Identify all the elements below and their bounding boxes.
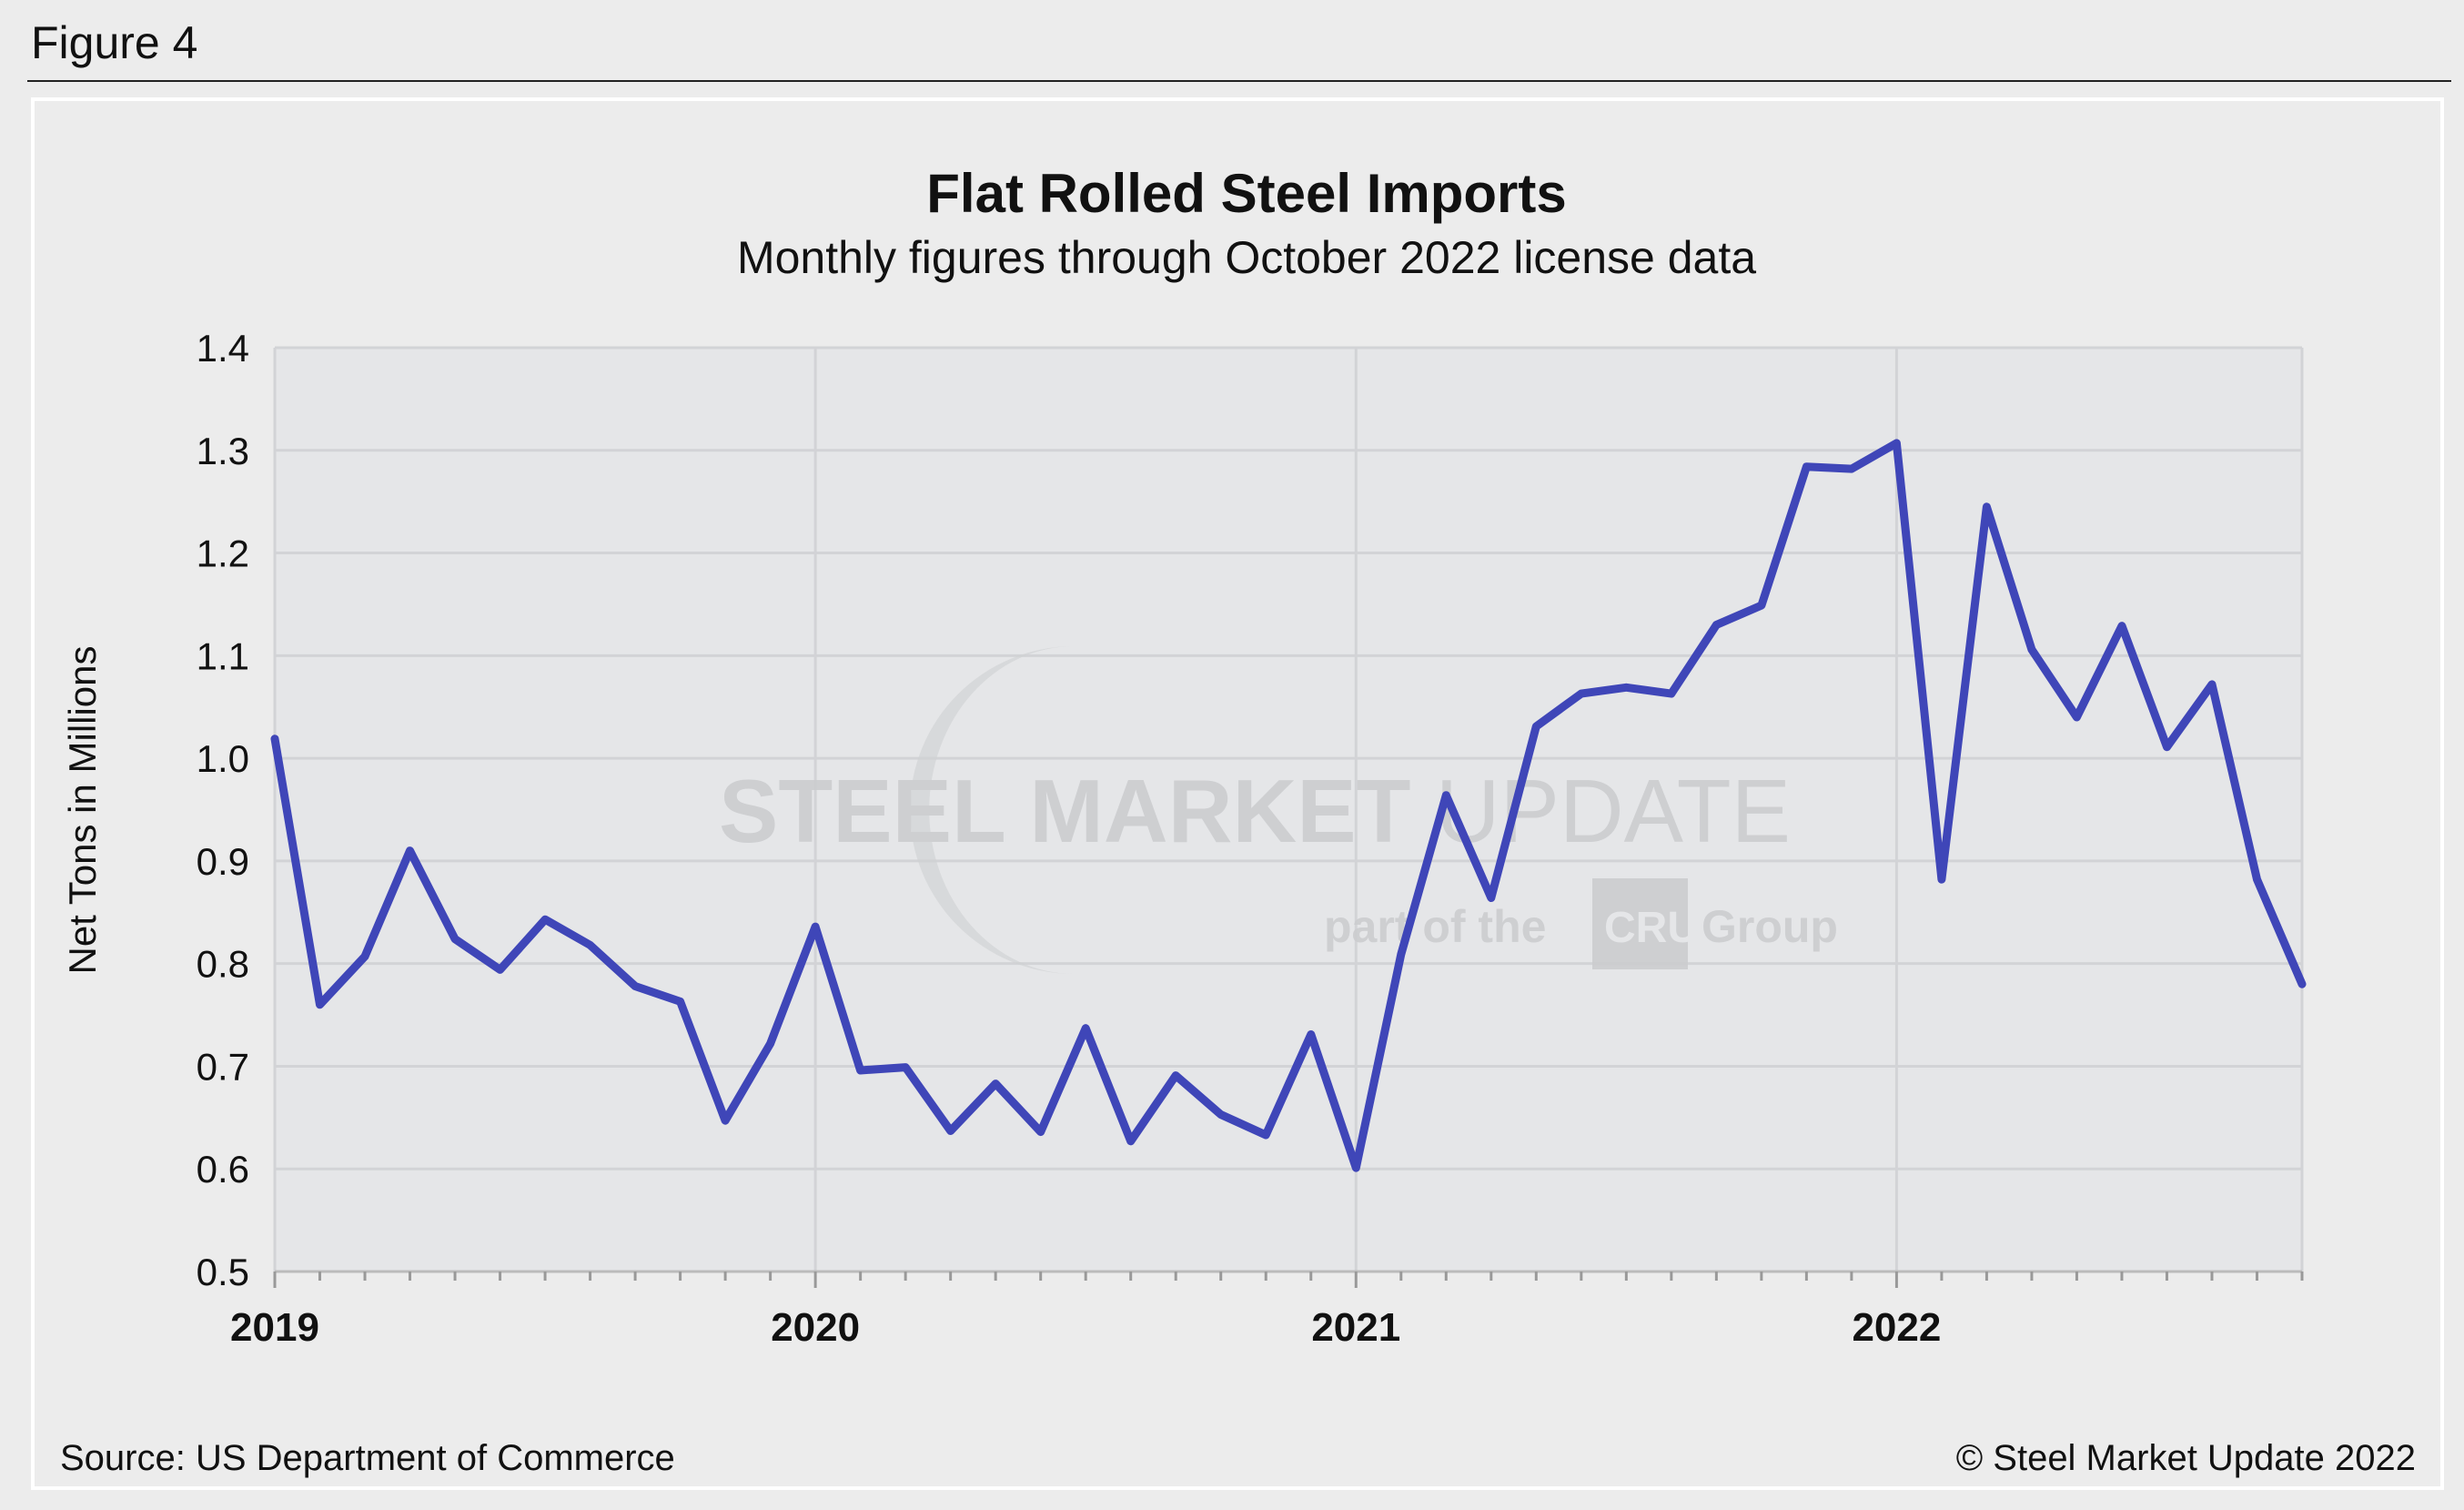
y-tick-label: 1.3 [197,430,249,472]
watermark-group-text: Group [1702,901,1838,952]
y-axis: 0.5 0.6 0.7 0.8 0.9 1.0 1.1 1.2 1.3 1.4 [197,327,249,1293]
y-tick-label: 1.4 [197,327,249,370]
cru-box [1592,878,1688,969]
y-tick-label: 1.2 [197,532,249,575]
y-tick-label: 0.5 [197,1251,249,1293]
header-rule [27,80,2451,82]
y-tick-label: 0.9 [197,840,249,883]
x-tick-label: 2019 [230,1305,319,1350]
plot-area [275,348,2302,1272]
y-tick-label: 1.0 [197,737,249,780]
chart-subtitle: Monthly figures through October 2022 lic… [737,232,1756,283]
y-tick-label: 0.8 [197,943,249,986]
watermark-text: STEEL MARKET UPDATE [719,761,1791,861]
figure-label: Figure 4 [31,17,198,68]
x-tick-label: 2020 [771,1305,860,1350]
copyright-note: © Steel Market Update 2022 [1956,1438,2416,1478]
y-tick-label: 0.6 [197,1148,249,1191]
series-line [270,439,2307,1172]
watermark-logo: STEEL MARKET UPDATE part of the CRU Grou… [719,646,1838,974]
x-tick-label: 2022 [1852,1305,1941,1350]
chart-title: Flat Rolled Steel Imports [926,163,1566,224]
y-tick-label: 1.1 [197,634,249,677]
watermark-subtext: part of the [1324,901,1546,952]
x-tick-label: 2021 [1311,1305,1400,1350]
y-tick-label: 0.7 [197,1045,249,1088]
x-axis: 2019 2020 2021 2022 [230,1270,2304,1350]
cru-text: CRU [1604,904,1699,952]
y-axis-label: Net Tons in Millions [61,645,104,974]
source-note: Source: US Department of Commerce [60,1438,675,1478]
